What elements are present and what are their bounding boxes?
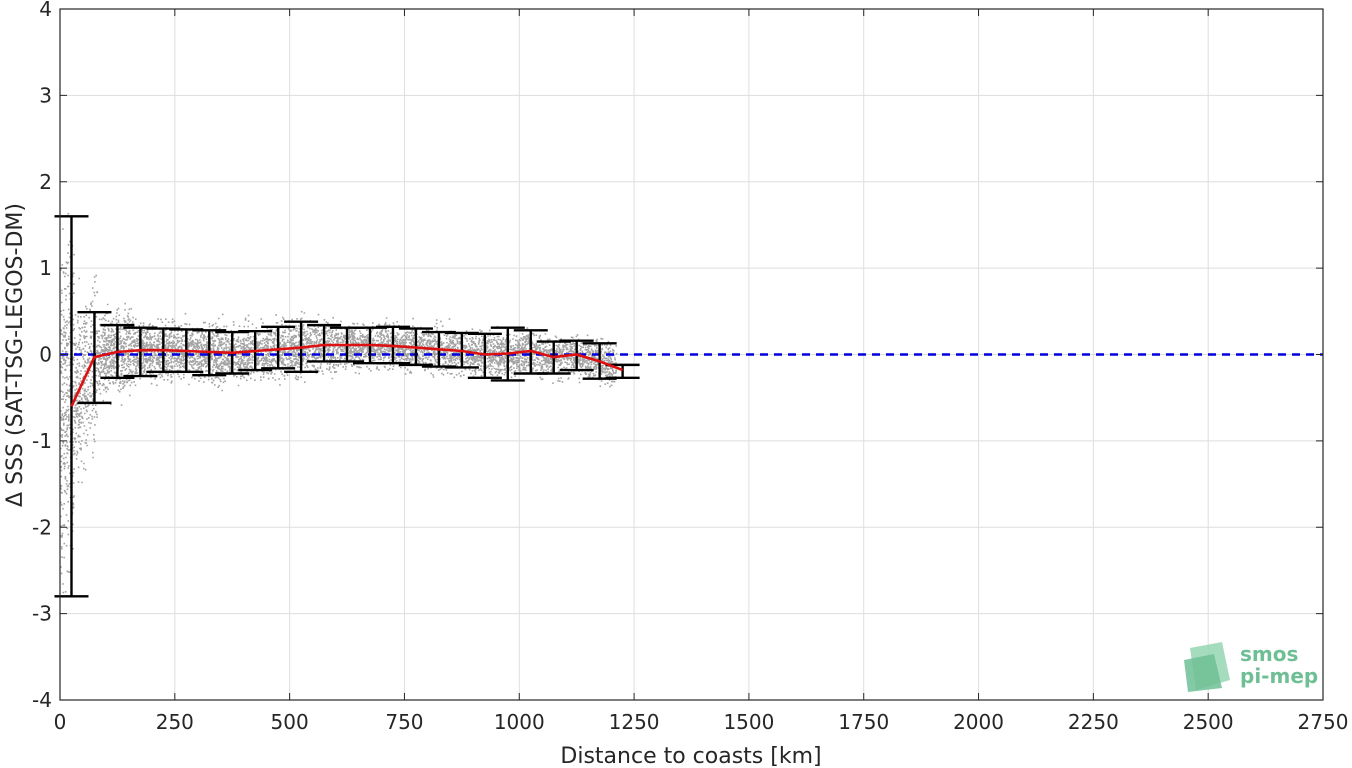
mean-polyline	[70, 343, 624, 407]
logo-text-smos: smos	[1240, 642, 1298, 666]
x-tick-label: 2250	[1068, 710, 1119, 734]
y-tick-label: 3	[39, 83, 52, 107]
y-tick-label: 0	[39, 343, 52, 367]
mean-line	[70, 343, 624, 407]
x-tick-label: 1500	[723, 710, 774, 734]
y-tick-labels: -4 -3 -2 -1 0 1 2 3 4	[32, 0, 52, 712]
axes	[59, 8, 1324, 701]
y-tick-label: 4	[39, 0, 52, 21]
x-tick-labels: 0 250 500 750 1000 1250 1500 1750 2000 2250 2500 27…	[54, 710, 1349, 734]
logo-shape-front	[1184, 654, 1222, 692]
y-tick-label: -4	[32, 688, 52, 712]
x-tick-label: 2750	[1298, 710, 1349, 734]
x-tick-label: 1000	[494, 710, 545, 734]
x-tick-label: 2000	[953, 710, 1004, 734]
y-tick-label: -1	[32, 429, 52, 453]
x-tick-label: 1250	[609, 710, 660, 734]
x-tick-label: 500	[271, 710, 309, 734]
x-tick-label: 2500	[1183, 710, 1234, 734]
x-tick-label: 750	[385, 710, 423, 734]
logo-text-pimep: pi-mep	[1240, 664, 1318, 688]
smos-pimep-logo: smos pi-mep	[1184, 642, 1318, 692]
x-axis-label: Distance to coasts [km]	[560, 744, 821, 768]
x-tick-label: 0	[54, 710, 67, 734]
y-tick-label: 1	[39, 256, 52, 280]
y-tick-label: -3	[32, 602, 52, 626]
y-tick-label: -2	[32, 515, 52, 539]
y-axis-label: Δ SSS (SAT-TSG-LEGOS-DM)	[3, 203, 28, 507]
error-bars	[54, 215, 640, 598]
y-tick-label: 2	[39, 170, 52, 194]
x-tick-label: 1750	[838, 710, 889, 734]
x-tick-label: 250	[156, 710, 194, 734]
